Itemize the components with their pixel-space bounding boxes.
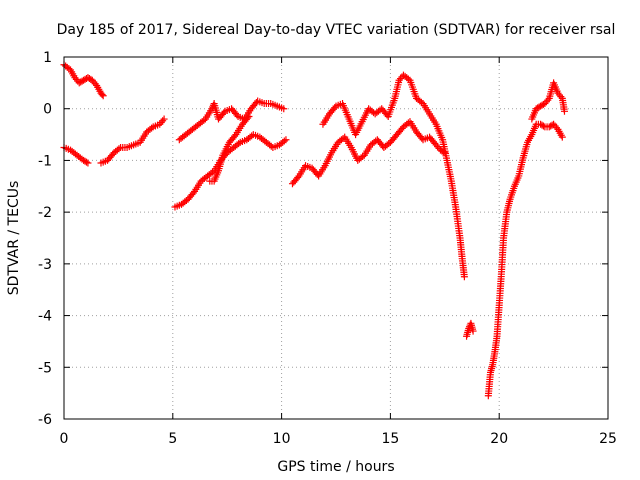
series-arc-8 [319, 71, 468, 281]
data-point [200, 116, 208, 124]
series-arc-1 [60, 61, 107, 100]
data-point [469, 327, 477, 335]
data-point [99, 92, 107, 100]
data-point [159, 117, 167, 125]
series-arc-6 [206, 112, 253, 185]
data-point [91, 80, 99, 88]
x-tick-label: 25 [599, 431, 617, 447]
series-arc-7 [288, 118, 449, 188]
data-point [84, 159, 92, 167]
data-point [557, 93, 565, 101]
y-tick-label: -3 [38, 257, 52, 273]
series-arc-5 [175, 97, 288, 144]
series-arc-11 [528, 79, 568, 123]
data-point [404, 75, 412, 83]
series-arc-3 [97, 115, 168, 167]
data-point [209, 168, 217, 176]
data-point [294, 173, 302, 181]
data-point [417, 98, 425, 106]
data-point [280, 105, 288, 113]
data-point [244, 114, 252, 122]
data-point [539, 122, 547, 130]
y-tick-label: -5 [38, 360, 52, 376]
data-point [460, 273, 468, 281]
data-point [115, 145, 123, 153]
data-point [339, 134, 347, 142]
data-point [245, 112, 253, 120]
data-point [544, 96, 552, 104]
grid [64, 57, 608, 419]
series-arc-9 [463, 319, 477, 340]
y-tick-label: 1 [43, 50, 52, 66]
data-point [558, 133, 566, 141]
data-point [189, 189, 197, 197]
data-points [60, 61, 568, 400]
x-tick-label: 5 [168, 431, 177, 447]
series-arc-2 [60, 144, 92, 167]
y-axis-title: SDTVAR / TECUs [6, 181, 22, 296]
data-point [160, 115, 168, 123]
data-point [560, 107, 568, 115]
data-point [553, 124, 561, 132]
x-tick-label: 0 [60, 431, 69, 447]
x-tick-labels: 0 5 10 15 20 25 [60, 431, 617, 447]
data-point [359, 153, 367, 161]
y-tick-label: -1 [38, 153, 52, 169]
x-tick-label: 10 [273, 431, 291, 447]
x-tick-label: 15 [381, 431, 399, 447]
y-tick-label: -2 [38, 205, 52, 221]
y-tick-label: 0 [43, 102, 52, 118]
data-point [148, 124, 156, 132]
plot-frame [63, 56, 609, 420]
x-axis-title: GPS time / hours [277, 459, 394, 475]
data-point [231, 132, 239, 140]
data-point [404, 119, 412, 127]
chart-title: Day 185 of 2017, Sidereal Day-to-day VTE… [57, 22, 616, 38]
data-point [282, 136, 290, 144]
y-tick-labels: 1 0 -1 -2 -3 -4 -5 -6 [38, 50, 52, 428]
data-point [82, 158, 90, 166]
x-tick-label: 20 [490, 431, 508, 447]
data-point [280, 137, 288, 145]
axis-ticks [63, 56, 609, 420]
y-tick-label: -4 [38, 309, 52, 325]
y-tick-label: -6 [38, 412, 52, 428]
data-point [98, 90, 106, 98]
series-arc-10 [484, 120, 566, 400]
data-point [235, 140, 243, 148]
